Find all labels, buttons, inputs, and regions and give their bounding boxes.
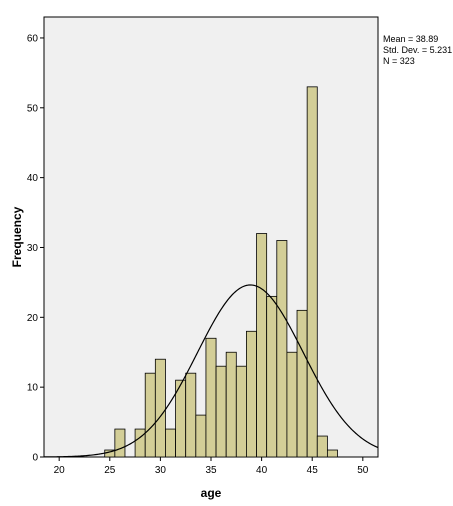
histogram-bar <box>326 449 338 458</box>
x-tick-label: 25 <box>104 465 116 476</box>
histogram-bar <box>235 365 247 458</box>
stats-std-dev: Std. Dev. = 5.231 <box>383 45 452 55</box>
y-tick-label: 30 <box>27 243 39 254</box>
stats-n: N = 323 <box>383 56 415 66</box>
x-tick-label: 20 <box>54 465 66 476</box>
histogram-bar <box>225 351 237 458</box>
histogram-bar <box>316 435 328 458</box>
histogram-bar <box>296 309 308 458</box>
histogram-bar <box>144 372 156 458</box>
histogram-bar <box>205 337 217 458</box>
y-tick-label: 10 <box>27 383 39 394</box>
x-axis: 20 25 30 35 40 45 50 <box>54 457 369 476</box>
histogram-bar <box>154 358 166 458</box>
y-tick-label: 40 <box>27 173 39 184</box>
normal-curve <box>44 284 379 458</box>
x-tick-label: 30 <box>155 465 167 476</box>
x-tick-label: 35 <box>205 465 217 476</box>
histogram-bar <box>276 240 288 458</box>
histogram-bar <box>256 233 268 458</box>
histogram-bar <box>134 428 146 458</box>
x-axis-title: age <box>201 486 222 500</box>
histogram-bar <box>195 414 207 458</box>
y-tick-label: 60 <box>27 33 39 44</box>
histogram-bar <box>165 428 176 458</box>
y-tick-label: 0 <box>32 453 38 464</box>
stats-legend: Mean = 38.89 Std. Dev. = 5.231 N = 323 <box>383 34 452 66</box>
histogram-bar <box>215 365 227 458</box>
histogram-bar <box>266 295 278 458</box>
x-tick-label: 45 <box>307 465 319 476</box>
histogram-bar <box>286 351 298 458</box>
y-tick-label: 20 <box>27 313 39 324</box>
y-axis-title: Frequency <box>10 206 24 267</box>
histogram-bar <box>306 86 318 458</box>
x-tick-label: 40 <box>256 465 268 476</box>
y-tick-label: 50 <box>27 103 39 114</box>
histogram-bar <box>114 428 126 458</box>
histogram-bar <box>185 372 197 458</box>
stats-mean: Mean = 38.89 <box>383 34 438 44</box>
histogram-bar <box>246 330 257 458</box>
x-tick-label: 50 <box>357 465 369 476</box>
y-axis: 0 10 20 30 40 50 60 <box>27 33 44 464</box>
